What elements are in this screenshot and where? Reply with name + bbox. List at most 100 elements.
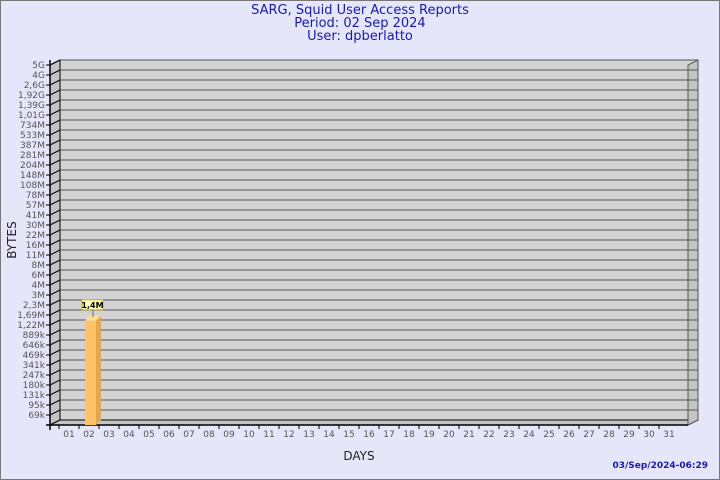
y-tick-label: 4G: [32, 71, 45, 81]
y-tick-label: 78M: [26, 191, 45, 201]
x-tick-label: 18: [403, 430, 415, 440]
grid-depth-line: [49, 409, 61, 416]
grid-depth-line: [49, 279, 61, 286]
y-tick-label: 2,3M: [23, 301, 45, 311]
y-tick-label: 2,6G: [24, 81, 45, 91]
grid-depth-line: [49, 159, 61, 166]
grid-depth-line: [49, 89, 61, 96]
y-tick-label: 247k: [23, 371, 46, 381]
y-tick-label: 131k: [23, 391, 46, 401]
timestamp: 03/Sep/2024-06:29: [612, 461, 708, 471]
x-tick-label: 03: [103, 430, 114, 440]
x-tick-label: 22: [483, 430, 494, 440]
y-tick-label: 734M: [20, 121, 45, 131]
y-tick-label: 387M: [20, 141, 45, 151]
x-tick-label: 01: [63, 430, 74, 440]
grid-depth-line: [49, 149, 61, 156]
y-tick-label: 22M: [26, 231, 45, 241]
grid-depth-line: [49, 299, 61, 306]
grid-depth-line: [49, 269, 61, 276]
y-tick-label: 95k: [28, 401, 45, 411]
bar-side: [96, 315, 101, 425]
data-label-box: [81, 299, 104, 311]
x-tick-label: 02: [83, 430, 94, 440]
y-tick-label: 533M: [20, 131, 45, 141]
x-tick-label: 11: [263, 430, 274, 440]
x-tick-label: 20: [443, 430, 455, 440]
chart-title: SARG, Squid User Access Reports: [251, 3, 469, 18]
x-tick-label: 23: [503, 430, 514, 440]
grid-depth-line: [49, 369, 61, 376]
x-tick-label: 16: [363, 430, 375, 440]
grid-depth-line: [49, 289, 61, 296]
y-tick-label: 469k: [23, 351, 46, 361]
x-tick-label: 31: [663, 430, 674, 440]
grid-depth-line: [49, 259, 61, 266]
x-tick-label: 17: [383, 430, 394, 440]
x-tick-label: 13: [303, 430, 314, 440]
grid-depth-line: [49, 189, 61, 196]
grid-depth-line: [49, 169, 61, 176]
y-tick-label: 180k: [23, 381, 46, 391]
x-tick-label: 24: [523, 430, 535, 440]
y-tick-label: 1,69M: [17, 311, 45, 321]
y-tick-label: 1,01G: [18, 111, 45, 121]
grid-depth-line: [49, 79, 61, 86]
grid-depth-line: [49, 389, 61, 396]
grid-depth-line: [49, 379, 61, 386]
y-tick-label: 69k: [28, 411, 45, 421]
grid-depth-line: [49, 129, 61, 136]
y-tick-label: 889k: [23, 331, 46, 341]
y-tick-label: 16M: [26, 241, 45, 251]
grid-depth-line: [49, 99, 61, 106]
y-tick-label: 1,92G: [18, 91, 45, 101]
y-tick-label: 57M: [26, 201, 45, 211]
data-label: 1,4M: [81, 301, 103, 310]
grid-depth-line: [49, 69, 61, 76]
x-tick-label: 21: [463, 430, 474, 440]
y-tick-label: 1,39G: [18, 101, 45, 111]
y-tick-label: 108M: [20, 181, 45, 191]
y-tick-label: 30M: [26, 221, 45, 231]
y-tick-label: 148M: [20, 171, 45, 181]
x-tick-label: 26: [563, 430, 575, 440]
y-tick-label: 11M: [26, 251, 45, 261]
grid-depth-line: [49, 249, 61, 256]
x-tick-label: 27: [583, 430, 594, 440]
grid-depth-line: [49, 209, 61, 216]
y-tick-label: 1,22M: [17, 321, 45, 331]
x-tick-label: 28: [603, 430, 615, 440]
grid-depth-line: [49, 349, 61, 356]
x-tick-label: 09: [223, 430, 235, 440]
x-tick-label: 25: [543, 430, 554, 440]
grid-depth-line: [49, 59, 61, 66]
x-tick-label: 06: [163, 430, 175, 440]
grid-depth-line: [49, 119, 61, 126]
x-tick-label: 14: [323, 430, 335, 440]
y-tick-label: 646k: [23, 341, 46, 351]
x-tick-label: 12: [283, 430, 294, 440]
grid-depth-line: [49, 309, 61, 316]
x-tick-label: 30: [643, 430, 655, 440]
bar-top: [85, 315, 101, 321]
grid-depth-line: [49, 199, 61, 206]
grid-depth-line: [49, 219, 61, 226]
grid-depth-line: [49, 329, 61, 336]
grid-depth-line: [49, 319, 61, 326]
y-tick-label: 341k: [23, 361, 46, 371]
x-tick-label: 08: [203, 430, 215, 440]
x-tick-label: 05: [143, 430, 154, 440]
y-tick-label: 5G: [32, 61, 45, 71]
x-tick-label: 04: [123, 430, 135, 440]
x-tick-label: 10: [243, 430, 255, 440]
grid-depth-line: [49, 109, 61, 116]
y-tick-label: 281M: [20, 151, 45, 161]
grid-depth-line: [49, 399, 61, 406]
y-tick-label: 4M: [32, 281, 46, 291]
x-tick-label: 19: [423, 430, 435, 440]
grid-depth-line: [49, 229, 61, 236]
y-tick-label: 204M: [20, 161, 45, 171]
x-axis-label: DAYS: [343, 449, 374, 463]
y-tick-label: 6M: [32, 271, 46, 281]
